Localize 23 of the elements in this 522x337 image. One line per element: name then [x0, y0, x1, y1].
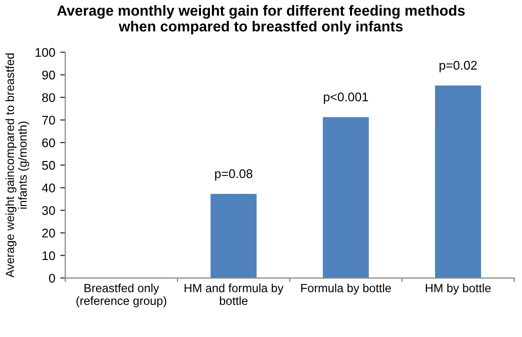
annotation: p=0.02 — [440, 60, 477, 72]
y-tick-label: 70 — [42, 116, 56, 125]
y-tick-label: 0 — [49, 274, 56, 283]
annotation: p=0.08 — [215, 169, 252, 181]
y-tick-label: 50 — [42, 160, 56, 170]
y-tick-label: 40 — [42, 184, 56, 192]
x-tick-label: Breastfed only (reference group) — [76, 284, 166, 308]
y-tick-label: 100 — [36, 48, 56, 57]
y-tick-label: 80 — [42, 93, 56, 102]
bar — [435, 86, 482, 278]
y-tick-label: 90 — [42, 70, 56, 80]
annotation: p<0.001 — [324, 92, 368, 104]
x-tick-label: Formula by bottle — [301, 284, 391, 295]
y-tick-label: 60 — [42, 138, 56, 148]
x-tick-label: HM by bottle — [426, 284, 491, 295]
chart-title: Average monthly weight gain for different feeding methods when compared to breastfed only infants — [57, 5, 465, 34]
y-tick-label: 30 — [42, 206, 56, 215]
x-tick-label: HM and formula by bottle — [184, 284, 284, 305]
bar — [322, 117, 369, 278]
y-axis-title: Average weight gaincompared to breastfed infants (g/month) — [5, 53, 30, 278]
y-tick-label: 20 — [42, 228, 56, 238]
y-tick-label: 10 — [42, 251, 56, 260]
bar — [210, 194, 257, 278]
